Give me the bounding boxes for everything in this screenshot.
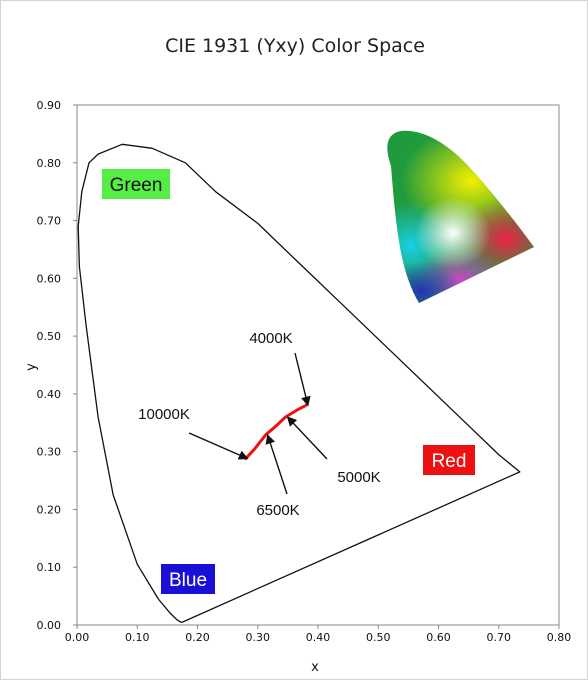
arrow-5000k (286, 416, 328, 460)
green-label: Green (110, 175, 163, 196)
x-axis-label: x (311, 660, 319, 675)
blue-label-box (161, 564, 215, 594)
y-tick-label: 0.30 (37, 446, 62, 459)
label-4000k: 4000K (249, 330, 292, 347)
y-axis-label: y (24, 363, 39, 371)
spectral-locus-line (77, 143, 521, 623)
x-tick-label: 0.80 (547, 631, 572, 644)
y-tick-label: 0.20 (37, 503, 62, 516)
label-5000k: 5000K (337, 469, 380, 486)
red-label: Red (432, 451, 467, 472)
planckian-locus-line (244, 403, 308, 461)
red-label-box (423, 445, 475, 475)
arrow-4000k (294, 352, 311, 407)
y-tick-label: 0.90 (37, 99, 62, 112)
y-tick-label: 0.40 (37, 388, 62, 401)
y-tick-label: 0.50 (37, 330, 62, 343)
x-tick-label: 0.70 (487, 631, 512, 644)
x-tick-label: 0.50 (366, 631, 391, 644)
x-tick-label: 0.00 (65, 631, 90, 644)
x-tick-label: 0.40 (306, 631, 331, 644)
x-tick-label: 0.20 (185, 631, 210, 644)
x-tick-label: 0.60 (426, 631, 451, 644)
y-tick-label: 0.80 (37, 157, 62, 170)
label-10000k: 10000K (138, 406, 190, 423)
blue-label: Blue (169, 570, 207, 591)
arrow-10000k (188, 432, 249, 460)
y-tick-label: 0.70 (37, 215, 62, 228)
x-tick-label: 0.30 (246, 631, 271, 644)
chart-title: CIE 1931 (Yxy) Color Space (165, 35, 425, 57)
plot-area: 0.00 0.10 0.20 0.30 0.40 0.50 0.60 0.70 0.80 0.00… (24, 99, 571, 675)
chromaticity-inset-image (387, 130, 534, 303)
y-tick-label: 0.10 (37, 561, 62, 574)
y-tick-label: 0.00 (37, 619, 62, 632)
x-tick-label: 0.10 (125, 631, 150, 644)
y-tick-label: 0.60 (37, 272, 62, 285)
green-label-box (102, 169, 170, 199)
arrow-6500k (265, 433, 288, 495)
label-6500k: 6500K (256, 502, 299, 519)
